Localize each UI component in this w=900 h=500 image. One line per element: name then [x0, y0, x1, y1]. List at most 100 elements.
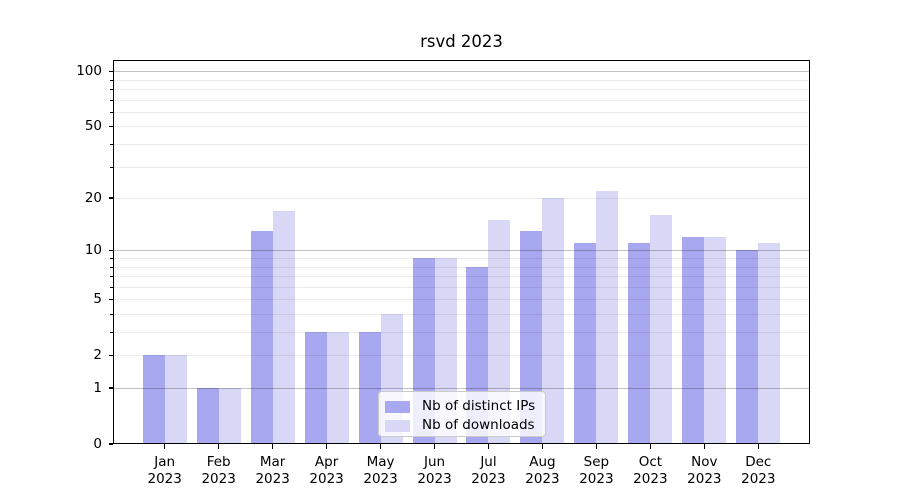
- bar-downloads: [272, 210, 295, 444]
- legend-swatch-downloads: [385, 419, 410, 432]
- legend-item: Nb of downloads: [385, 416, 545, 435]
- bar-distinct-ips: [682, 236, 705, 444]
- y-gridline-major: [114, 387, 809, 389]
- y-tick-label: 0: [93, 435, 102, 452]
- y-minor-tick: [110, 332, 113, 333]
- bar-downloads: [164, 355, 187, 444]
- x-tick-label: Jan 2023: [147, 453, 182, 488]
- y-tick-label: 2: [93, 346, 102, 363]
- bar-downloads: [758, 243, 781, 444]
- y-minor-tick: [110, 286, 113, 288]
- x-tick: [757, 444, 759, 449]
- y-gridline-minor: [114, 313, 809, 315]
- x-tick-label: Dec 2023: [741, 453, 776, 488]
- bar-downloads: [704, 236, 727, 444]
- bar-distinct-ips: [358, 332, 381, 444]
- legend: Nb of distinct IPs Nb of downloads: [378, 391, 546, 437]
- bar-downloads: [488, 220, 511, 444]
- y-tick: [108, 298, 113, 300]
- y-tick: [108, 70, 113, 72]
- y-tick: [108, 197, 113, 199]
- y-tick-label: 20: [84, 189, 102, 206]
- x-tick-label: Apr 2023: [309, 453, 344, 488]
- y-tick: [108, 387, 113, 389]
- x-tick: [703, 444, 705, 449]
- x-tick: [272, 444, 274, 449]
- y-minor-tick: [110, 89, 113, 90]
- y-gridline-minor: [114, 355, 809, 357]
- y-gridline-minor: [114, 166, 809, 168]
- x-tick-label: Feb 2023: [201, 453, 236, 488]
- y-gridline-minor: [114, 89, 809, 90]
- bar-distinct-ips: [574, 243, 597, 444]
- bar-distinct-ips: [142, 355, 165, 444]
- bar-distinct-ips: [196, 388, 219, 444]
- bar-downloads: [650, 215, 673, 444]
- y-gridline-minor: [114, 286, 809, 288]
- y-minor-tick: [110, 144, 113, 145]
- y-minor-tick: [110, 266, 113, 268]
- x-tick: [164, 444, 166, 449]
- x-tick: [541, 444, 544, 449]
- x-tick-label: Jul 2023: [471, 453, 506, 488]
- y-gridline-major: [114, 249, 809, 251]
- y-minor-tick: [110, 166, 113, 168]
- x-tick: [379, 444, 382, 449]
- y-gridline-major: [114, 70, 809, 72]
- y-tick-label: 100: [76, 62, 102, 79]
- x-tick: [595, 444, 597, 449]
- y-gridline-minor: [114, 144, 809, 145]
- legend-label-downloads: Nb of downloads: [422, 417, 535, 433]
- y-minor-tick: [110, 79, 113, 81]
- bar-distinct-ips: [250, 230, 273, 444]
- y-tick-label: 10: [84, 241, 102, 258]
- x-tick-label: Mar 2023: [255, 453, 290, 488]
- x-tick: [487, 444, 490, 449]
- y-minor-tick: [110, 257, 113, 259]
- x-tick: [218, 444, 220, 449]
- x-tick: [325, 444, 328, 449]
- y-gridline-minor: [114, 111, 809, 113]
- y-tick-label: 50: [84, 117, 102, 134]
- bar-distinct-ips: [304, 332, 327, 444]
- y-minor-tick: [110, 99, 113, 101]
- y-tick: [108, 443, 113, 445]
- x-tick-label: Nov 2023: [687, 453, 722, 488]
- bar-distinct-ips: [520, 230, 543, 444]
- legend-item: Nb of distinct IPs: [385, 397, 545, 416]
- y-tick: [108, 249, 113, 251]
- y-gridline-minor: [114, 332, 809, 333]
- bar-distinct-ips: [628, 243, 651, 444]
- y-tick: [108, 354, 113, 356]
- y-gridline-minor: [114, 99, 809, 101]
- y-gridline-minor: [114, 198, 809, 200]
- y-minor-tick: [110, 313, 113, 315]
- y-tick: [108, 125, 113, 127]
- x-tick: [433, 444, 436, 449]
- y-minor-tick: [110, 111, 113, 113]
- bar-downloads: [542, 198, 565, 444]
- chart-title: rsvd 2023: [420, 32, 503, 51]
- bar-downloads: [326, 332, 349, 444]
- y-minor-tick: [110, 276, 113, 278]
- x-tick-label: Oct 2023: [633, 453, 668, 488]
- x-tick-label: Jun 2023: [417, 453, 452, 488]
- y-tick-label: 1: [93, 379, 102, 396]
- y-gridline-minor: [114, 79, 809, 81]
- y-gridline-minor: [114, 266, 809, 268]
- bar-distinct-ips: [736, 250, 759, 444]
- x-tick: [649, 444, 651, 449]
- y-gridline-minor: [114, 126, 809, 128]
- x-tick-label: Sep 2023: [579, 453, 614, 488]
- y-gridline-minor: [114, 299, 809, 301]
- x-tick-label: May 2023: [363, 453, 398, 488]
- legend-swatch-distinct-ips: [385, 400, 410, 413]
- legend-label-distinct-ips: Nb of distinct IPs: [422, 398, 536, 414]
- y-tick-label: 5: [93, 290, 102, 307]
- y-gridline-minor: [114, 276, 809, 278]
- x-tick-label: Aug 2023: [525, 453, 560, 488]
- y-gridline-minor: [114, 257, 809, 259]
- bar-downloads: [218, 388, 241, 444]
- bar-downloads: [596, 190, 619, 444]
